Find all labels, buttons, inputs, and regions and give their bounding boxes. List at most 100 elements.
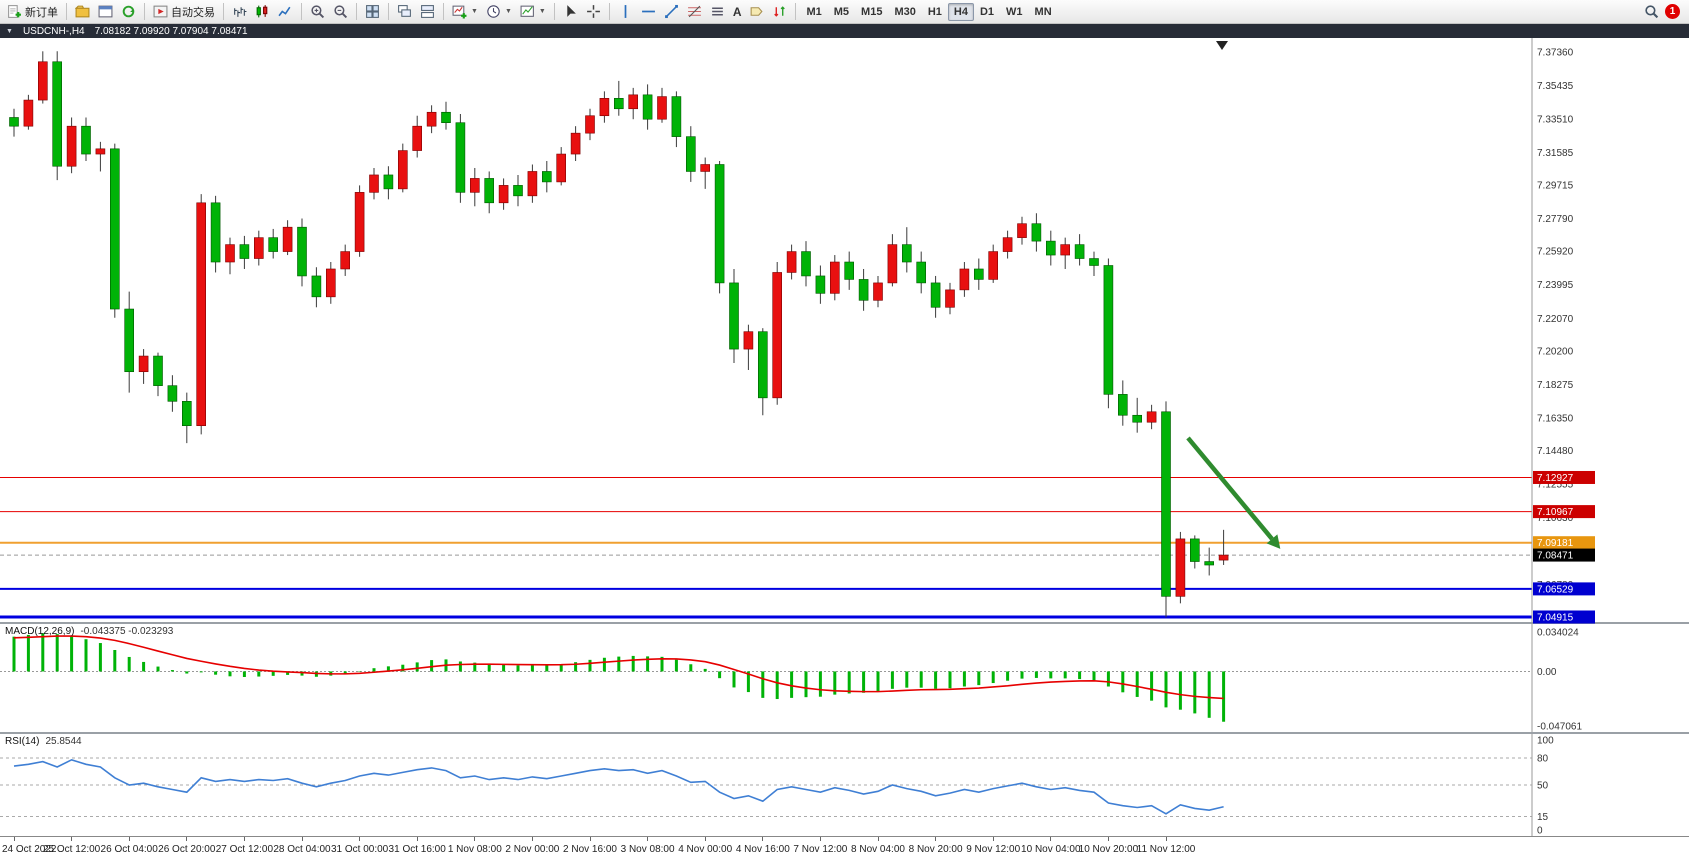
rsi-value: 25.8544 (45, 736, 82, 747)
timeframe-m5[interactable]: M5 (833, 5, 850, 18)
rsi-panel: 100 80 50 15 0 RSI(14) 25.8544 (0, 734, 1689, 837)
crosshair-icon (586, 5, 600, 18)
svg-text:7.12927: 7.12927 (1537, 473, 1574, 484)
svg-text:7.23995: 7.23995 (1537, 280, 1574, 291)
time-axis[interactable]: 24 Oct 2022 25 Oct 12:00 26 Oct 04:00 26 Oc… (0, 836, 1689, 864)
caret-down-icon: ▼ (538, 8, 546, 15)
time-axis-label: 9 Nov 12:00 (966, 844, 1021, 855)
profiles-button[interactable] (71, 2, 94, 22)
toolbar-separator (608, 3, 610, 20)
time-axis-label: 8 Nov 20:00 (908, 844, 963, 855)
svg-text:7.09181: 7.09181 (1537, 538, 1574, 549)
time-axis-tick (762, 837, 764, 841)
svg-text:7.14480: 7.14480 (1537, 446, 1574, 457)
toolbar-separator (301, 3, 302, 20)
zoom-in-icon (311, 5, 325, 19)
auto-trading-icon (153, 5, 168, 18)
new-order-button[interactable]: 新订单 (3, 2, 62, 22)
svg-text:7.20200: 7.20200 (1537, 346, 1574, 357)
timeframe-mn[interactable]: MN (1034, 5, 1052, 18)
horizontal-line-icon (641, 10, 655, 13)
trendline-button[interactable] (660, 2, 683, 22)
text-button[interactable]: A (729, 2, 746, 22)
new-order-label: 新订单 (25, 6, 58, 19)
candlestick-chart-button[interactable] (251, 2, 274, 22)
cascade-windows-button[interactable] (393, 2, 416, 22)
svg-text:0.034024: 0.034024 (1537, 628, 1579, 639)
text-label-button[interactable] (745, 2, 768, 22)
panel-splitter[interactable] (0, 622, 1689, 624)
time-axis-label: 31 Oct 16:00 (388, 844, 446, 855)
text-tool-icon: A (732, 4, 742, 19)
time-axis-label: 28 Oct 04:00 (273, 844, 331, 855)
panel-splitter[interactable] (0, 732, 1689, 734)
svg-text:7.18275: 7.18275 (1537, 380, 1574, 391)
time-axis-label: 11 Nov 12:00 (1136, 844, 1196, 855)
tile-windows-button[interactable] (361, 2, 384, 22)
bar-chart-button[interactable] (228, 2, 251, 22)
macd-label: MACD(12,26,9) -0.043375 -0.023293 (5, 626, 173, 637)
horizontal-line-button[interactable] (637, 2, 660, 22)
auto-trading-button[interactable]: 自动交易 (149, 2, 219, 22)
periods-button[interactable]: ▼ (482, 2, 516, 22)
crosshair-button[interactable] (582, 2, 605, 22)
time-axis-tick (13, 837, 15, 841)
rsi-chart[interactable]: 100 80 50 15 0 (0, 734, 1689, 837)
time-axis-tick (1107, 837, 1109, 841)
time-axis-tick (819, 837, 821, 841)
timeframe-h4[interactable]: H4 (947, 2, 974, 21)
chart-shift-marker (1216, 41, 1228, 50)
price-badge (1533, 610, 1595, 624)
caret-down-icon: ▼ (504, 8, 512, 15)
timeframe-d1[interactable]: D1 (979, 5, 995, 18)
chart-ohlc: 7.08182 7.09920 7.07904 7.08471 (94, 25, 248, 37)
svg-text:7.22070: 7.22070 (1537, 314, 1574, 325)
toolbar-separator (388, 3, 389, 20)
notification-badge[interactable]: 1 (1665, 4, 1680, 19)
zoom-in-button[interactable] (306, 2, 329, 22)
arrange-windows-button[interactable] (416, 2, 439, 22)
timeframe-m1[interactable]: M1 (806, 5, 822, 18)
shapes-button[interactable] (706, 2, 729, 22)
toolbar-separator (443, 3, 444, 20)
svg-text:7.35435: 7.35435 (1537, 81, 1574, 92)
svg-text:7.31585: 7.31585 (1537, 148, 1574, 159)
timeframe-m30[interactable]: M30 (894, 5, 916, 18)
vertical-line-button[interactable] (614, 2, 637, 22)
timeframe-w1[interactable]: W1 (1006, 5, 1023, 18)
new-chart-button[interactable]: ▼ (448, 2, 482, 22)
time-axis-tick (301, 837, 303, 841)
svg-text:-0.047061: -0.047061 (1537, 722, 1582, 733)
candles (9, 51, 1229, 618)
templates-button[interactable]: ▼ (516, 2, 550, 22)
fibonacci-button[interactable] (683, 2, 706, 22)
line-chart-button[interactable] (274, 2, 297, 22)
macd-name: MACD(12,26,9) (5, 626, 75, 637)
label-tag-icon (751, 7, 764, 16)
time-axis-tick (1050, 837, 1052, 841)
timeframe-m15[interactable]: M15 (861, 5, 883, 18)
chart-menu-icon[interactable]: ▼ (6, 27, 13, 35)
chart-symbol-period: USDCNH-,H4 (22, 25, 85, 37)
time-axis-label: 4 Nov 00:00 (678, 844, 733, 855)
data-window-button[interactable] (94, 2, 117, 22)
time-axis-label: 1 Nov 08:00 (447, 844, 502, 855)
arrows-button[interactable] (768, 2, 791, 22)
zoom-out-button[interactable] (329, 2, 352, 22)
time-axis-tick (935, 837, 937, 841)
search-button[interactable] (1640, 2, 1663, 22)
macd-histogram (12, 633, 1226, 722)
macd-chart[interactable]: 0.034024 0.00 -0.047061 (0, 624, 1689, 733)
trend-arrow (1186, 436, 1274, 541)
tile-windows-icon (366, 5, 379, 18)
trendline-icon (664, 4, 678, 19)
navigator-button[interactable] (117, 2, 140, 22)
cursor-button[interactable] (559, 2, 582, 22)
timeframe-h1[interactable]: H1 (927, 5, 942, 18)
toolbar-separator (66, 3, 67, 20)
rsi-name: RSI(14) (5, 736, 40, 747)
svg-text:7.04915: 7.04915 (1537, 612, 1574, 623)
timeframe-toolbar: M1 M5 M15 M30 H1 H4 D1 W1 MN (800, 2, 1057, 21)
price-chart[interactable]: 7.37360 7.35435 7.33510 7.31585 7.29715 7.277… (0, 38, 1689, 624)
